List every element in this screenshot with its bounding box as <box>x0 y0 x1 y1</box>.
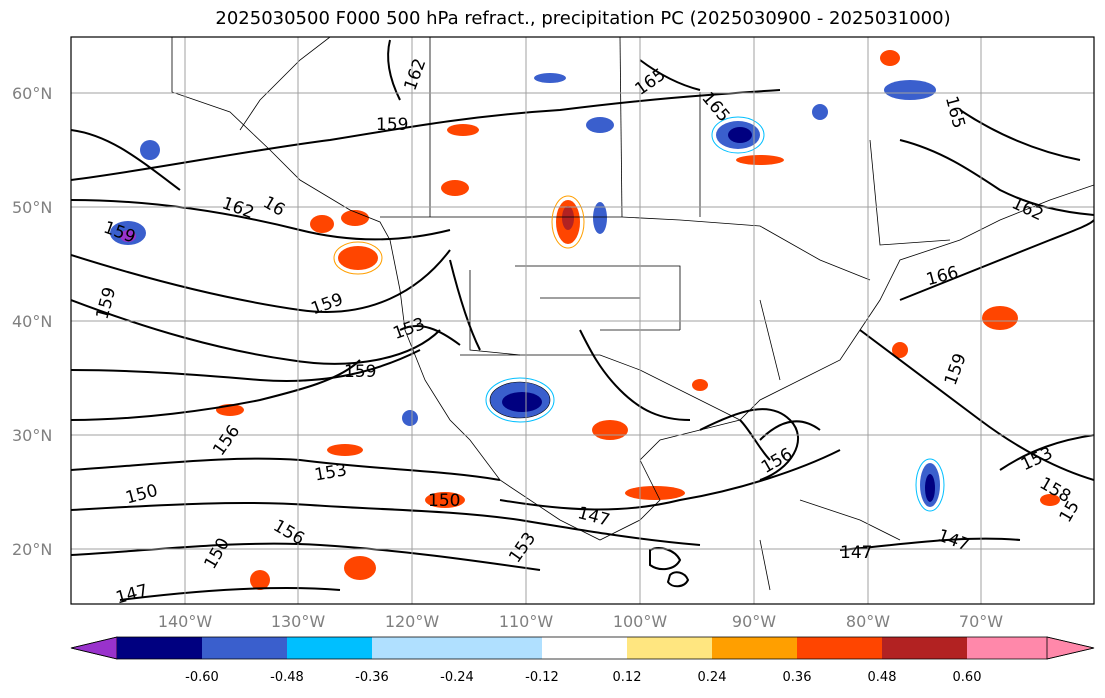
lat-label: 20°N <box>12 540 52 559</box>
colorbar-tick: 0.48 <box>868 670 897 685</box>
colorbar-tick: -0.12 <box>525 670 559 685</box>
map-frame <box>70 36 1095 605</box>
latitude-labels: 60°N 50°N 40°N 30°N 20°N <box>12 84 52 559</box>
colorbar-segment-7 <box>627 637 712 659</box>
lon-label: 120°W <box>385 612 440 631</box>
lat-label: 30°N <box>12 426 52 445</box>
lon-label: 90°W <box>732 612 776 631</box>
contour-label: 147 <box>840 543 872 563</box>
colorbar-segment-12 <box>1046 636 1095 660</box>
colorbar-segment-6 <box>542 637 627 659</box>
colorbar-segment-8 <box>712 637 797 659</box>
contour-label: 150 <box>428 491 460 511</box>
precipitation-shading <box>110 50 1060 590</box>
colorbar-segment-9 <box>797 637 882 659</box>
colorbar-segment-0 <box>70 636 118 660</box>
colorbar-tick: -0.48 <box>270 670 304 685</box>
lat-label: 50°N <box>12 198 52 217</box>
colorbar-tick: -0.36 <box>355 670 389 685</box>
contour-label: 159 <box>376 115 408 135</box>
graticule <box>71 37 1094 604</box>
colorbar-tick: 0.36 <box>783 670 812 685</box>
colorbar-outline <box>70 636 1095 660</box>
longitude-labels: 140°W 130°W 120°W 110°W 100°W 90°W 80°W … <box>158 612 1003 631</box>
contour-label: 159 <box>344 362 376 382</box>
colorbar-segment-5 <box>457 637 542 659</box>
colorbar-ticks: -0.60 -0.48 -0.36 -0.24 -0.12 0.12 0.24 … <box>185 670 981 685</box>
lon-label: 140°W <box>158 612 213 631</box>
lon-label: 130°W <box>271 612 326 631</box>
map-title: 2025030500 F000 500 hPa refract., precip… <box>215 8 951 29</box>
colorbar <box>70 636 1095 660</box>
lat-label: 60°N <box>12 84 52 103</box>
lat-label: 40°N <box>12 312 52 331</box>
colorbar-segment-3 <box>287 637 372 659</box>
colorbar-segment-2 <box>202 637 287 659</box>
colorbar-segment-11 <box>967 637 1047 659</box>
colorbar-tick: 0.60 <box>953 670 982 685</box>
lon-label: 80°W <box>846 612 890 631</box>
refractivity-contours <box>71 39 1094 601</box>
precipitation-outlines <box>333 116 945 512</box>
lon-label: 70°W <box>959 612 1003 631</box>
lon-label: 100°W <box>613 612 668 631</box>
colorbar-tick: 0.24 <box>698 670 727 685</box>
geographic-borders <box>171 37 1094 591</box>
colorbar-tick: -0.60 <box>185 670 219 685</box>
colorbar-segment-4 <box>372 637 457 659</box>
colorbar-segment-1 <box>117 637 202 659</box>
colorbar-tick: -0.24 <box>440 670 474 685</box>
lon-label: 110°W <box>499 612 554 631</box>
colorbar-segment-10 <box>882 637 967 659</box>
colorbar-tick: 0.12 <box>613 670 642 685</box>
